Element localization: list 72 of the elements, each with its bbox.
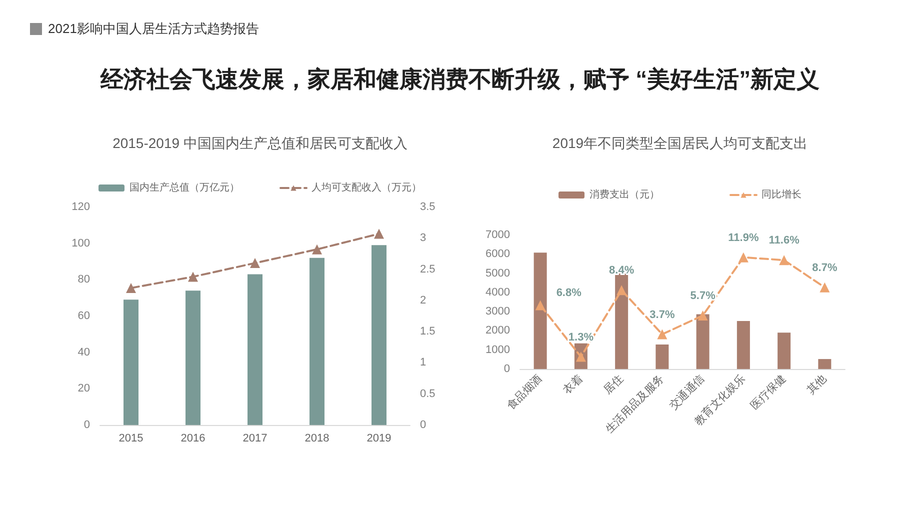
- bar: [615, 272, 628, 369]
- point: [312, 244, 322, 254]
- y-tick-label: 0: [504, 363, 510, 375]
- x-tick-label: 居住: [602, 372, 626, 397]
- x-tick-label: 衣着: [560, 372, 586, 397]
- x-tick-label: 食品烟酒: [504, 372, 545, 412]
- y-tick-label: 120: [72, 201, 90, 213]
- x-tick-label: 其他: [804, 372, 829, 397]
- text: 2021影响中国人居生活方式趋势报告: [48, 20, 259, 38]
- x-tick-label: 医疗保健: [748, 372, 788, 412]
- data-label: 11.6%: [768, 234, 800, 247]
- point: [698, 310, 708, 321]
- y-tick-label: 20: [78, 382, 90, 395]
- y2-tick-label: 3.5: [420, 201, 436, 213]
- y2-tick-label: 1.5: [420, 326, 436, 338]
- y2-tick-label: 3: [420, 232, 426, 244]
- legend-label: 同比增长: [762, 188, 802, 200]
- y2-tick-label: 2.5: [420, 263, 436, 276]
- bar: [248, 274, 262, 425]
- point: [250, 258, 260, 268]
- y-tick-label: 6000: [486, 248, 510, 260]
- point: [535, 300, 546, 310]
- x-tick-label: 2017: [242, 432, 268, 444]
- y-tick-label: 100: [72, 237, 90, 250]
- point: [374, 228, 384, 239]
- y-tick-label: 3000: [486, 306, 510, 318]
- x-tick-label: 2015: [118, 432, 144, 444]
- bar: [310, 258, 324, 425]
- data-label: 8.7%: [812, 262, 838, 274]
- bar: [736, 320, 750, 369]
- text: 经济社会飞速发展，家居和健康消费不断升级，赋予 “美好生活”新定义: [99, 65, 821, 94]
- bar: [186, 290, 200, 425]
- y-tick-label: 0: [84, 419, 90, 431]
- y2-tick-label: 0: [420, 419, 426, 431]
- point: [779, 255, 790, 266]
- bar: [818, 359, 832, 369]
- y-tick-label: 4000: [486, 286, 510, 298]
- point: [657, 329, 668, 340]
- point: [126, 282, 136, 293]
- y-tick-label: 40: [78, 346, 90, 358]
- bar: [656, 344, 669, 369]
- bar: [372, 245, 386, 425]
- legend-label: 消费支出（元）: [590, 188, 660, 200]
- y2-tick-label: 0.5: [420, 388, 436, 400]
- point: [188, 272, 198, 282]
- point: [738, 252, 748, 262]
- legend-label: 人均可支配收入（万元）: [312, 182, 422, 194]
- y-tick-label: 80: [78, 274, 90, 286]
- data-label: 11.9%: [728, 232, 759, 244]
- point: [820, 282, 830, 292]
- bar: [696, 314, 710, 369]
- x-tick-label: 2019: [366, 432, 392, 444]
- x-tick-label: 2018: [304, 432, 330, 444]
- y2-tick-label: 1: [420, 356, 426, 369]
- y-tick-label: 2000: [486, 324, 510, 337]
- y-tick-label: 1000: [486, 344, 510, 356]
- bar: [778, 332, 791, 369]
- data-label: 8.4%: [609, 264, 634, 277]
- y-tick-label: 7000: [486, 229, 510, 241]
- point: [616, 285, 627, 296]
- chart-title: 2015-2019 中国国内生产总值和居民可支配收入: [112, 135, 408, 151]
- chart-title: 2019年不同类型全国居民人均可支配支出: [552, 135, 808, 151]
- data-label: 3.7%: [650, 308, 675, 321]
- data-label: 6.8%: [556, 287, 582, 300]
- y2-tick-label: 2: [420, 294, 426, 306]
- y-tick-label: 60: [78, 310, 90, 322]
- legend-label: 国内生产总值（万亿元）: [130, 182, 240, 194]
- x-tick-label: 2016: [180, 432, 206, 444]
- data-label: 5.7%: [690, 290, 716, 302]
- y-tick-label: 5000: [486, 267, 510, 280]
- bar: [534, 252, 547, 369]
- bar: [124, 300, 138, 425]
